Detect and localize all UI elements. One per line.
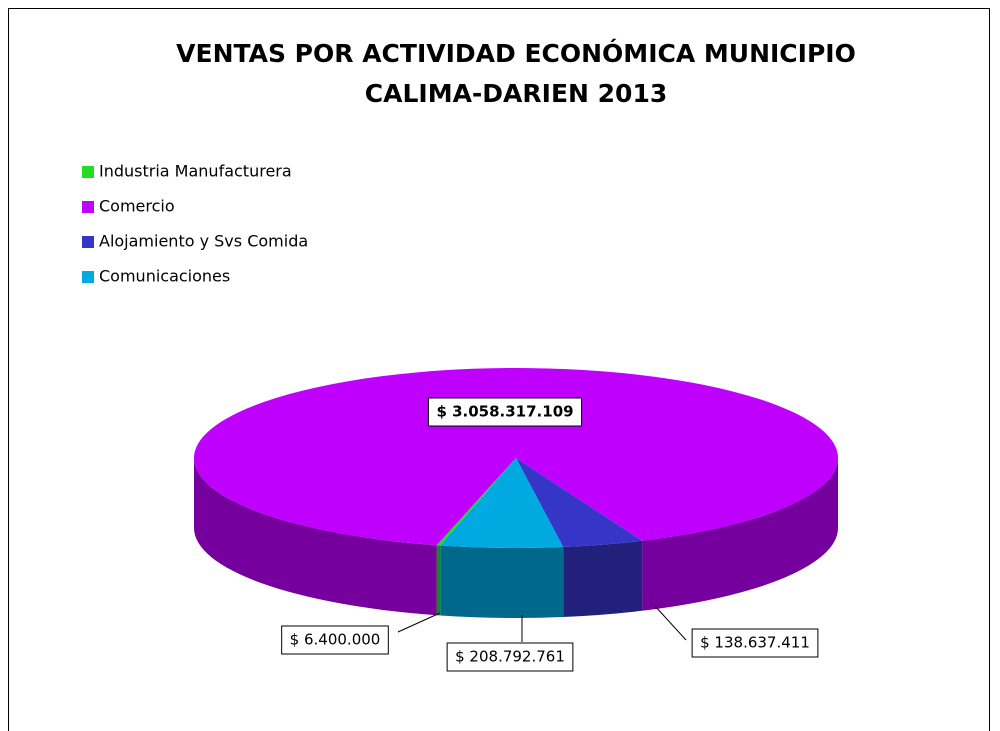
data-label-box — [446, 642, 574, 672]
data-label-box — [691, 628, 819, 658]
chart-title: VENTAS POR ACTIVIDAD ECONÓMICA MUNICIPIO — [176, 38, 856, 68]
legend-swatch — [82, 166, 94, 178]
legend-label: Industria Manufacturera — [99, 162, 292, 181]
slice-side — [436, 545, 441, 616]
slice-side — [440, 545, 564, 619]
chart-title: CALIMA-DARIEN 2013 — [365, 79, 667, 108]
data-label: $ 3.058.317.109 — [436, 403, 573, 421]
slice-side — [563, 540, 643, 618]
data-label-group: $ 138.637.411 — [691, 628, 819, 658]
data-label-box — [427, 397, 583, 427]
slice — [194, 368, 838, 546]
leader-line — [654, 605, 687, 641]
data-label: $ 138.637.411 — [700, 634, 810, 652]
legend-label: Comunicaciones — [99, 267, 230, 286]
legend-label: Comercio — [99, 197, 175, 216]
slice — [516, 458, 643, 548]
legend-swatch — [82, 236, 94, 248]
leader-line — [397, 612, 441, 633]
legend-swatch — [82, 201, 94, 213]
legend-label: Alojamiento y Svs Comida — [99, 232, 308, 251]
data-label-group: $ 6.400.000 — [281, 625, 389, 655]
slice-side — [194, 458, 437, 616]
slice — [440, 458, 564, 548]
slice-side — [642, 458, 838, 611]
legend-swatch — [82, 271, 94, 283]
data-label: $ 208.792.761 — [455, 648, 565, 666]
data-label-group: $ 3.058.317.109 — [427, 397, 583, 427]
data-label: $ 6.400.000 — [290, 631, 381, 649]
data-label-box — [281, 625, 389, 655]
data-label-group: $ 208.792.761 — [446, 642, 574, 672]
slice — [436, 458, 516, 546]
